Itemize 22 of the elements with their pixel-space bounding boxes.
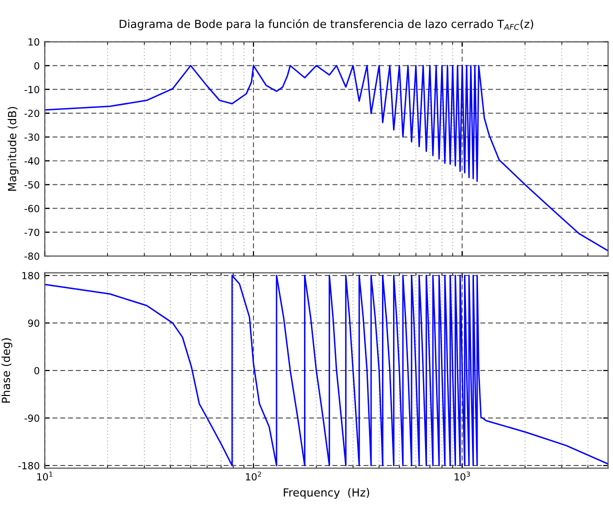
y-tick-label: -60 <box>24 204 40 212</box>
y-tick-label: -70 <box>24 228 40 236</box>
x-axis-title: Frequency (Hz) <box>284 488 370 499</box>
y-tick-label: -90 <box>24 414 40 422</box>
y-tick-label: -10 <box>24 86 40 94</box>
y-tick-label: 0 <box>34 62 40 70</box>
x-tick-label: 10$^{1}$ <box>37 472 52 480</box>
y-axis-title: Phase (deg) <box>2 338 12 403</box>
chart-title: Diagrama de Bode para la función de transferencia de lazo cerrado T$_{AFC}$(z) <box>120 19 534 30</box>
y-tick-label: -20 <box>24 110 40 118</box>
y-tick-label: 90 <box>28 319 40 327</box>
y-tick-label: -40 <box>24 157 40 165</box>
y-axis-title: Magnitude (dB) <box>8 107 18 191</box>
y-tick-label: -50 <box>24 181 40 188</box>
y-tick-label: 0 <box>34 366 40 374</box>
y-tick-label: 180 <box>22 272 40 280</box>
y-tick-label: -80 <box>24 252 40 260</box>
y-tick-label: -180 <box>18 462 40 470</box>
y-tick-label: 10 <box>28 38 40 46</box>
x-tick-label: 10$^{3}$ <box>454 472 470 480</box>
y-tick-label: -30 <box>24 134 40 141</box>
x-tick-label: 10$^{2}$ <box>246 472 262 480</box>
